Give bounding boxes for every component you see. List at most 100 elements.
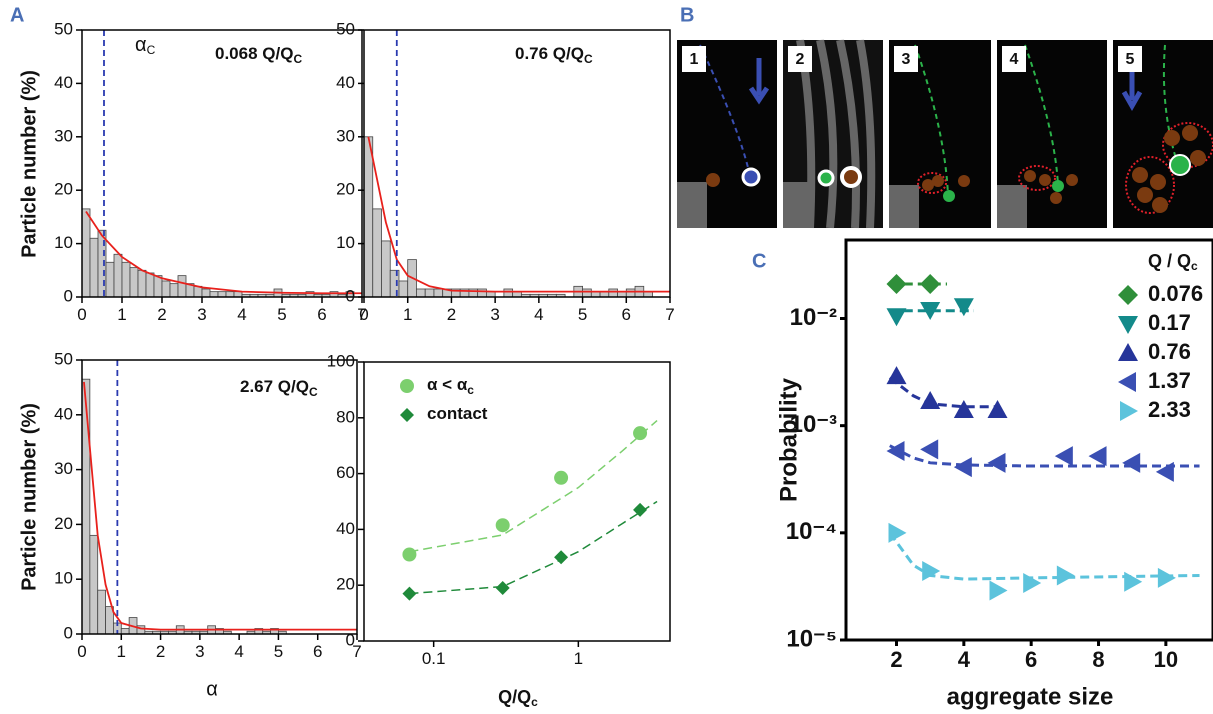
flow-arrow (748, 58, 770, 105)
y-tick-label: 10 (54, 233, 73, 252)
legend-sub: c (467, 383, 474, 397)
legend-label: contact (427, 404, 488, 423)
x-tick-label: 2 (156, 642, 165, 661)
y-tick-label: 30 (54, 126, 73, 145)
trajectory (1162, 44, 1179, 166)
y-tick-label: 10⁻⁵ (786, 625, 837, 652)
legend-label: 0.17 (1148, 310, 1191, 335)
particle (1150, 174, 1166, 190)
x-axis-label: α (206, 678, 218, 700)
point (989, 580, 1008, 601)
axes-frame (363, 361, 671, 642)
x-tick-label: 4 (234, 642, 243, 661)
point (886, 366, 907, 385)
x-tick-label: 10 (1154, 647, 1178, 672)
legend-marker (1118, 372, 1136, 392)
x-tick-label: 4 (534, 305, 543, 324)
label-text: 0.76 Q/Q (515, 44, 584, 63)
histogram-bar (217, 291, 227, 297)
point (1054, 446, 1073, 467)
plot-area (82, 30, 362, 297)
histogram-bar (364, 136, 374, 297)
wall (677, 182, 707, 228)
plot-area (402, 420, 658, 601)
y-tick-label: 10⁻² (790, 304, 837, 331)
histogram-bar (608, 288, 618, 297)
label-text: α (135, 34, 147, 56)
x-tick-label: 7 (665, 305, 674, 324)
point (633, 502, 648, 517)
x-tick-label: 3 (197, 305, 206, 324)
histogram-bar (278, 630, 287, 634)
x-tick-label: 5 (578, 305, 587, 324)
histogram-bar (625, 288, 636, 297)
y-tick-label: 50 (54, 19, 73, 38)
wall (889, 185, 919, 228)
histogram-bar (233, 291, 243, 297)
y-tick-label: 10⁻⁴ (786, 518, 837, 545)
histogram-bar (136, 625, 146, 634)
fit-line (409, 420, 658, 553)
panel-label: C (752, 250, 766, 272)
wall (783, 182, 813, 228)
histogram-bar (82, 208, 91, 297)
fit-line (85, 211, 362, 295)
y-tick-label: 10 (54, 569, 73, 588)
particle (1052, 180, 1064, 192)
x-tick-label: 7 (357, 305, 366, 324)
x-tick-label: 3 (195, 642, 204, 661)
point (886, 273, 907, 294)
legend-marker (400, 379, 414, 393)
particle (1169, 154, 1191, 176)
histogram-bar (582, 288, 592, 297)
axes-frame (844, 238, 1213, 642)
histogram-bar (177, 275, 187, 297)
particle (741, 167, 761, 187)
point (1088, 446, 1107, 467)
x-tick-label: 0.1 (422, 649, 446, 668)
point (1157, 567, 1176, 588)
particle (958, 175, 970, 187)
point (922, 561, 941, 582)
legend-text: 0.17 (1148, 310, 1191, 335)
legend-marker (1118, 285, 1138, 305)
histogram-bar (153, 275, 163, 297)
label: Q/Qc (498, 687, 538, 709)
x-tick-label: 4 (237, 305, 246, 324)
x-tick-label: 1 (117, 642, 126, 661)
legend-text: contact (427, 404, 488, 423)
point (886, 441, 905, 462)
legend-text: 1.37 (1148, 368, 1191, 393)
x-tick-label: 7 (352, 642, 361, 661)
fit-line (889, 444, 1200, 468)
y-tick-label: 40 (54, 73, 73, 92)
axes-frame (363, 29, 671, 298)
legend-text: α < α (427, 375, 468, 394)
histogram-bar (381, 240, 391, 297)
histogram-bar (113, 253, 123, 297)
point (633, 426, 648, 441)
y-tick-label: 0 (64, 623, 73, 642)
histogram-bar (145, 272, 155, 297)
histogram-bar (503, 288, 514, 297)
legend-label: 2.33 (1148, 397, 1191, 422)
histogram-bar (120, 628, 130, 634)
point (1155, 461, 1174, 482)
x-tick-label: 1 (403, 305, 412, 324)
histogram-bar (129, 267, 139, 297)
point (953, 399, 974, 418)
legend-marker (400, 408, 414, 422)
x-tick-label: 5 (277, 305, 286, 324)
y-tick-label: 30 (336, 126, 355, 145)
legend-text: 2.33 (1148, 397, 1191, 422)
histogram-bar (161, 280, 171, 297)
y-axis-label: Probability (775, 377, 802, 502)
particle (932, 175, 944, 187)
label: 0.76 Q/QC (515, 44, 593, 66)
point (886, 308, 907, 327)
label: 2.67 Q/QC (240, 377, 318, 399)
y-tick-label: 30 (54, 459, 73, 478)
x-tick-label: 2 (447, 305, 456, 324)
x-tick-label: 6 (1025, 647, 1037, 672)
